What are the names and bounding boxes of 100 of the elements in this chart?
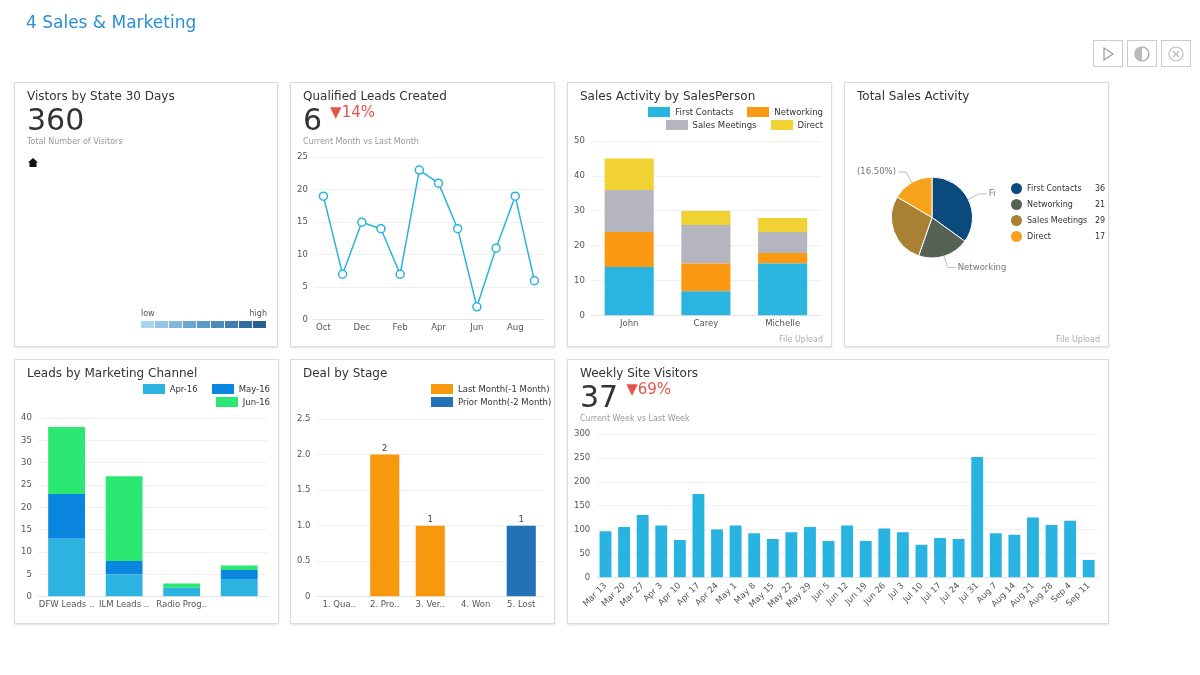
bar	[785, 532, 798, 578]
text: 4 Sales & Marketing	[26, 12, 198, 34]
legend-label: Jun-16	[242, 397, 270, 407]
text: Total Number of Visitors	[26, 137, 124, 146]
y-tick-label: 10	[20, 546, 32, 557]
bar	[604, 190, 654, 232]
data-label: 36	[1095, 184, 1106, 193]
bar	[758, 263, 808, 316]
data-label: 17	[1095, 232, 1106, 241]
bar	[758, 252, 808, 264]
data-label: 21	[1095, 200, 1106, 209]
text: 360	[27, 102, 85, 137]
y-tick-label: 25	[20, 479, 32, 490]
x-tick-label: ILM Leads ..	[99, 599, 150, 610]
text: Fi	[988, 187, 996, 198]
x-tick-label: 1. Qua..	[322, 599, 357, 610]
y-tick-label: 0	[302, 314, 308, 324]
y-tick-label: 100	[573, 524, 591, 535]
bar	[841, 525, 854, 578]
y-tick-label: 1.5	[296, 484, 311, 495]
legend-label: Direct	[1027, 232, 1052, 241]
x-tick-label: Oct	[316, 322, 332, 333]
chart-title: Deal by Stage	[302, 365, 389, 380]
y-tick-label: 20	[573, 240, 585, 251]
y-tick-label: 50	[579, 548, 591, 559]
bar	[1064, 520, 1077, 578]
bar	[220, 578, 258, 597]
text: low	[141, 309, 155, 318]
y-tick-label: 20	[296, 183, 308, 194]
y-tick-label: 200	[573, 476, 591, 487]
chart-title: Leads by Marketing Channel	[26, 365, 199, 380]
bar	[915, 544, 928, 578]
bar	[673, 539, 686, 578]
y-tick-label: 40	[20, 412, 32, 423]
y-tick-label: 150	[573, 500, 591, 511]
bar	[1045, 525, 1058, 578]
point	[433, 178, 444, 188]
data-label: 29	[1095, 216, 1106, 225]
legend-label: First Contacts	[675, 107, 734, 117]
y-tick-label: 0	[26, 591, 32, 601]
y-tick-label: 300	[573, 428, 591, 439]
bar	[758, 231, 808, 253]
point	[318, 191, 329, 201]
bar	[934, 538, 946, 578]
y-tick-label: 50	[573, 135, 585, 146]
bar	[748, 533, 761, 578]
y-tick-label: 0	[305, 591, 311, 601]
bar	[681, 291, 731, 316]
y-tick-label: 15	[296, 216, 308, 227]
y-tick-label: 0	[579, 310, 585, 320]
bar	[766, 539, 779, 578]
y-tick-label: 0	[584, 572, 591, 583]
x-tick-label: Aug	[506, 322, 524, 333]
bar	[1082, 560, 1095, 578]
bar	[822, 540, 835, 578]
y-tick-label: 25	[296, 151, 308, 162]
point	[395, 269, 405, 279]
x-tick-label: Feb	[392, 322, 408, 333]
bar	[105, 476, 143, 562]
chart-subtitle: Current Month vs Last Month	[302, 137, 420, 146]
chart-title: Qualified Leads Created	[302, 88, 448, 103]
text: File Upload	[779, 335, 823, 344]
x-tick-label: Apr	[431, 322, 447, 333]
bar	[729, 525, 742, 578]
y-tick-label: 2.5	[296, 413, 311, 424]
x-tick-label: Carey	[693, 318, 719, 329]
y-tick-label: 10	[296, 248, 308, 259]
legend-label: Networking	[774, 107, 823, 117]
y-tick-label: 30	[20, 456, 32, 467]
bar	[604, 158, 654, 191]
y-tick-label: 2.0	[296, 448, 311, 459]
text: ▼14%	[330, 103, 375, 121]
point	[529, 276, 540, 286]
bar	[896, 532, 909, 578]
x-tick-label: John	[618, 318, 639, 329]
point	[337, 269, 348, 279]
x-tick-label: 5. Lost	[507, 599, 537, 610]
text: high	[249, 309, 267, 318]
x-tick-label: 2. Pro..	[369, 599, 400, 610]
bar	[48, 494, 85, 539]
data-label: 2	[382, 442, 388, 453]
legend-label: Direct	[797, 120, 823, 130]
point	[491, 243, 501, 253]
bar	[804, 527, 816, 578]
y-tick-label: 35	[20, 434, 32, 445]
bar	[711, 529, 723, 578]
x-tick-label: Michelle	[765, 318, 801, 329]
bar	[952, 539, 965, 578]
bar	[971, 457, 984, 578]
bar	[48, 538, 85, 597]
bar	[636, 515, 649, 578]
legend-label: Networking	[1027, 200, 1074, 209]
y-tick-label: 5	[302, 281, 308, 292]
bar	[618, 527, 631, 578]
bar	[1008, 534, 1021, 578]
chart-subtitle: Current Week vs Last Week	[579, 414, 691, 423]
bar	[655, 525, 668, 578]
bar	[604, 231, 654, 267]
text: 6	[303, 102, 323, 137]
data-label: 1	[518, 513, 524, 524]
